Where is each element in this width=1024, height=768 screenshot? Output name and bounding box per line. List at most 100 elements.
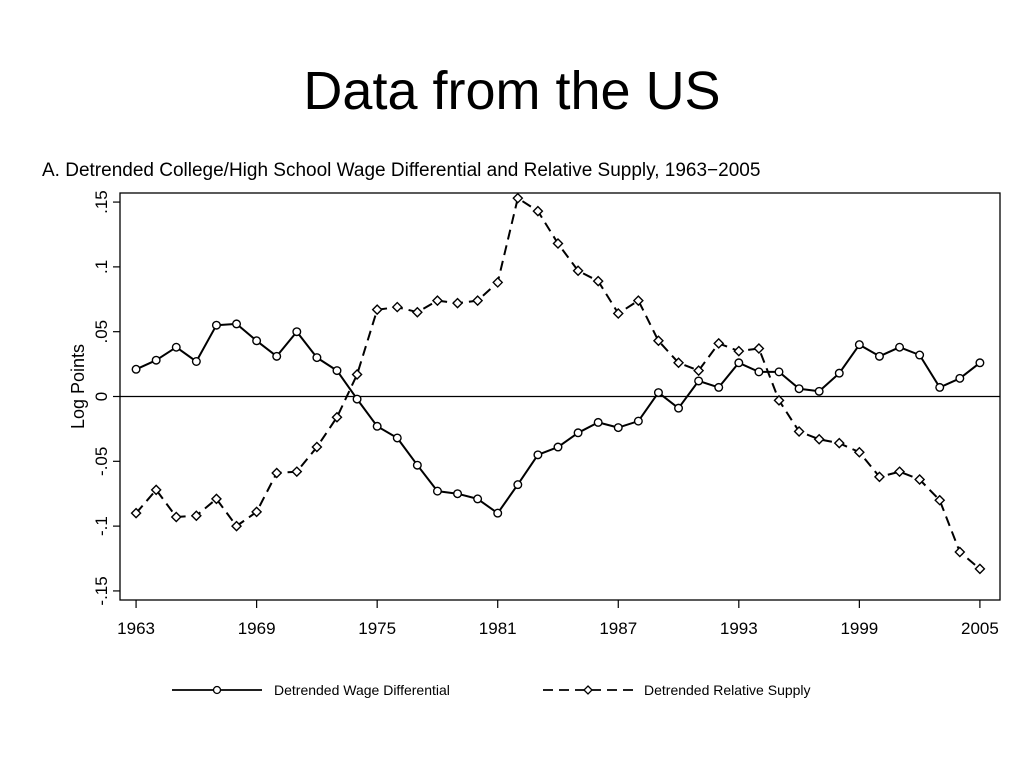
series-line [135, 197, 981, 570]
data-point [272, 351, 282, 361]
data-point [291, 466, 303, 478]
data-point [512, 192, 524, 204]
data-point [232, 319, 242, 329]
data-point [331, 411, 343, 423]
data-point [914, 473, 926, 485]
data-point [935, 382, 945, 392]
data-point [734, 358, 744, 368]
series-layer [130, 192, 986, 575]
legend-item-2: Detrended Relative Supply [543, 682, 811, 698]
y-tick-label: 0 [92, 392, 111, 401]
x-tick-label: 1999 [840, 619, 878, 638]
data-point [473, 494, 483, 504]
data-point [934, 494, 946, 506]
data-point [632, 295, 644, 307]
data-point [874, 351, 884, 361]
data-point [532, 205, 544, 217]
x-axis: 1963 1969 1975 1981 1987 1993 1999 2005 [117, 600, 999, 638]
data-point [191, 357, 201, 367]
series-line [135, 322, 981, 515]
x-tick-label: 1987 [599, 619, 637, 638]
data-point [432, 486, 442, 496]
data-point [954, 546, 966, 558]
data-point [733, 345, 745, 357]
data-point [210, 493, 222, 505]
data-point [592, 275, 604, 287]
data-point [151, 355, 161, 365]
x-tick-label: 2005 [961, 619, 999, 638]
data-point [974, 563, 986, 575]
legend-label: Detrended Wage Differential [274, 682, 450, 698]
data-point [694, 376, 704, 386]
y-tick-label: .05 [92, 320, 111, 344]
data-point [774, 367, 784, 377]
data-point [794, 384, 804, 394]
data-point [371, 304, 383, 316]
data-point [714, 382, 724, 392]
data-point [231, 520, 243, 532]
x-tick-label: 1975 [358, 619, 396, 638]
data-point [431, 295, 443, 307]
data-point [492, 276, 504, 288]
x-tick-label: 1993 [720, 619, 758, 638]
legend-marker [212, 685, 222, 695]
data-point [955, 373, 965, 383]
data-point [131, 364, 141, 374]
data-point [693, 365, 705, 377]
y-axis-label: Log Points [68, 344, 88, 429]
legend: Detrended Wage Differential Detrended Rel… [172, 682, 811, 698]
data-point [834, 368, 844, 378]
series-1 [131, 319, 985, 518]
data-point [813, 433, 825, 445]
data-point [793, 426, 805, 437]
data-point [833, 437, 845, 449]
plot-frame [119, 192, 1001, 601]
data-point [915, 350, 925, 360]
data-point [251, 506, 263, 518]
data-point [513, 480, 523, 490]
data-point [573, 428, 583, 438]
data-point [652, 335, 664, 347]
data-point [613, 423, 623, 433]
data-point [753, 343, 765, 355]
legend-label: Detrended Relative Supply [644, 682, 811, 698]
y-tick-label: .1 [92, 260, 111, 274]
data-point [452, 297, 464, 309]
data-point [170, 511, 182, 523]
data-point [211, 320, 221, 330]
data-point [271, 467, 283, 479]
data-point [352, 394, 362, 404]
data-point [854, 340, 864, 350]
data-point [130, 507, 142, 519]
data-point [593, 417, 603, 427]
y-tick-label: -.1 [92, 516, 111, 536]
data-point [895, 342, 905, 352]
series-2 [130, 192, 986, 575]
data-point [411, 306, 423, 318]
legend-item-1: Detrended Wage Differential [172, 682, 450, 698]
data-point [493, 508, 503, 518]
data-point [312, 353, 322, 363]
data-point [311, 441, 323, 453]
legend-marker [583, 685, 593, 695]
y-tick-label: -.05 [92, 447, 111, 476]
x-tick-label: 1963 [117, 619, 155, 638]
data-point [552, 238, 564, 250]
data-point [773, 394, 785, 406]
x-tick-label: 1981 [479, 619, 517, 638]
y-tick-label: -.15 [92, 576, 111, 605]
data-point [553, 442, 563, 452]
data-point [332, 366, 342, 376]
data-point [453, 489, 463, 499]
data-point [412, 460, 422, 470]
data-point [391, 301, 403, 313]
data-point [894, 466, 906, 478]
data-point [533, 450, 543, 460]
data-point [190, 510, 202, 522]
slide-title: Data from the US [303, 61, 721, 121]
data-point [612, 308, 624, 320]
data-point [653, 388, 663, 398]
data-point [392, 433, 402, 443]
data-point [975, 358, 985, 368]
